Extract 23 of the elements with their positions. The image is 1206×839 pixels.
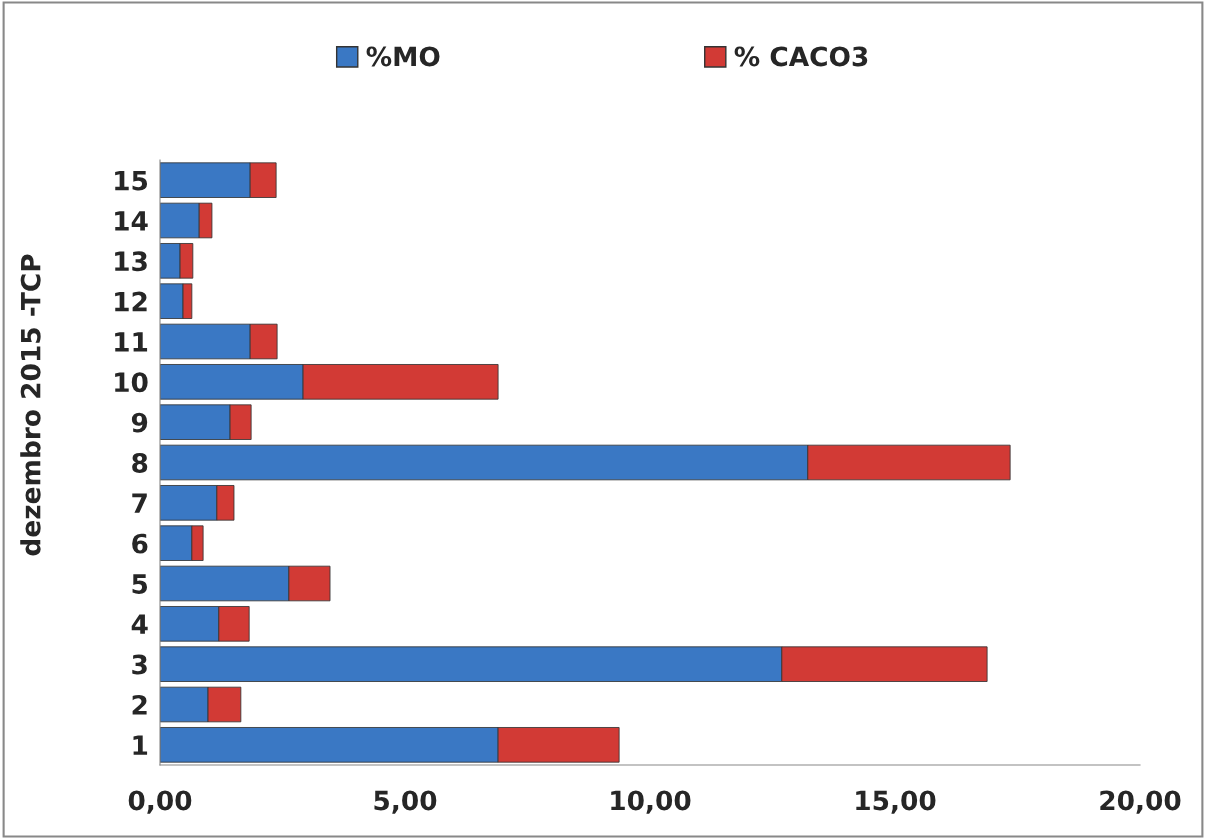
legend-label: %MO (366, 46, 440, 67)
y-tick-label: 6 (132, 533, 148, 554)
x-tick-label: 0,00 (128, 790, 192, 814)
x-tick-label: 20,00 (1100, 790, 1181, 814)
y-tick-label: 11 (115, 332, 148, 352)
y-tick-label: 8 (132, 452, 148, 473)
y-tick-label: 10 (115, 372, 148, 393)
legend-label: % CACO3 (734, 46, 868, 67)
x-tick-label: 15,00 (856, 790, 936, 814)
y-tick-label: 12 (115, 291, 147, 312)
y-tick-label: 2 (132, 694, 147, 715)
y-tick-label: 15 (115, 170, 148, 191)
y-tick-label: 5 (132, 574, 148, 594)
y-tick-label: 1 (133, 735, 148, 755)
y-axis-title: dezembro 2015 -TCP (20, 254, 41, 556)
y-tick-label: 7 (132, 493, 147, 513)
y-tick-label: 13 (115, 251, 147, 272)
y-tick-label: 3 (132, 654, 147, 675)
x-tick-label: 5,00 (374, 790, 437, 814)
y-tick-label: 9 (131, 412, 148, 433)
y-tick-label: 4 (131, 614, 148, 634)
x-tick-label: 10,00 (611, 790, 691, 814)
y-tick-label: 14 (115, 211, 148, 231)
